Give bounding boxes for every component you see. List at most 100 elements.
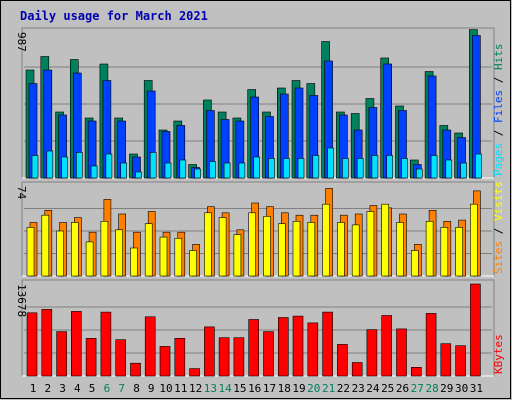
- bar-visits: [115, 229, 123, 277]
- bar-visits: [337, 222, 345, 277]
- x-tick-label: 6: [104, 382, 111, 395]
- bar-kbytes: [159, 346, 171, 377]
- bar-pages: [312, 155, 320, 179]
- bar-visits: [396, 222, 404, 277]
- series-label-group: Pages / Files / Hits: [492, 44, 505, 177]
- panel-kbytes: 13678: [15, 279, 495, 377]
- bar-pages: [415, 168, 423, 179]
- bar-kbytes: [425, 313, 437, 377]
- bar-kbytes: [41, 309, 53, 377]
- bar-kbytes: [381, 315, 393, 377]
- bar-visits: [351, 224, 360, 277]
- bar-visits: [440, 227, 449, 277]
- x-tick-label: 21: [322, 382, 335, 395]
- bar-visits: [218, 217, 227, 277]
- bar-pages: [386, 155, 394, 179]
- panel-visits-sites: 74: [15, 181, 495, 277]
- series-label-visits: Visits: [492, 181, 505, 221]
- bar-visits: [144, 223, 153, 277]
- x-tick-label: 15: [233, 382, 246, 395]
- bar-pages: [297, 158, 305, 179]
- bar-pages: [90, 165, 98, 179]
- x-tick-label: 3: [59, 382, 66, 395]
- bar-visits: [159, 236, 168, 277]
- bar-kbytes: [56, 331, 67, 377]
- chart-title: Daily usage for March 2021: [20, 9, 208, 23]
- bar-kbytes: [337, 344, 348, 377]
- series-label-files: Files: [492, 90, 505, 123]
- x-tick-label: 8: [133, 382, 140, 395]
- bar-kbytes: [189, 368, 200, 377]
- x-tick-label: 26: [396, 382, 409, 395]
- x-tick-label: 19: [292, 382, 305, 395]
- x-axis-labels: 1 2 3 4 5 6 7 8 9 10 11 12 13 14 15 16 17 18 19 20 21 22 23 24 2…: [30, 382, 483, 395]
- series-label-group: KBytes: [492, 334, 505, 374]
- x-tick-label: 31: [470, 382, 483, 395]
- series-label-sites: Sites: [492, 241, 505, 274]
- bar-visits: [85, 241, 94, 277]
- bar-kbytes: [292, 315, 304, 377]
- bar-kbytes: [351, 362, 363, 377]
- bar-kbytes: [130, 362, 141, 377]
- bar-pages: [120, 162, 127, 179]
- bar-pages: [223, 162, 231, 179]
- series-label-hits: Hits: [492, 44, 505, 71]
- bar-visits: [100, 221, 109, 277]
- bar-pages: [253, 156, 260, 179]
- bar-kbytes: [440, 343, 452, 377]
- x-tick-label: 1: [30, 382, 37, 395]
- series-side-labels: Pages / Files / Hits Sites / Visits KBytes: [492, 44, 505, 375]
- x-tick-label: 7: [118, 382, 125, 395]
- y-max-label: 987: [15, 32, 28, 52]
- bar-kbytes: [85, 337, 97, 377]
- bar-visits: [204, 212, 212, 277]
- bar-visits: [41, 214, 50, 277]
- bar-kbytes: [322, 311, 333, 377]
- x-tick-label: 17: [263, 382, 276, 395]
- y-max-label: 13678: [15, 284, 28, 317]
- bar-visits: [189, 250, 197, 277]
- x-tick-label: 28: [425, 382, 438, 395]
- bar-pages: [31, 155, 39, 179]
- bar-visits: [263, 216, 271, 277]
- bar-pages: [268, 158, 275, 179]
- bar-kbytes: [233, 337, 245, 377]
- bar-kbytes: [455, 345, 466, 377]
- bar-kbytes: [410, 366, 422, 377]
- x-tick-label: 22: [337, 382, 350, 395]
- x-tick-label: 2: [44, 382, 51, 395]
- panel-hits-files-pages: 987: [15, 27, 495, 179]
- x-tick-label: 4: [74, 382, 81, 395]
- bar-kbytes: [204, 326, 215, 377]
- x-tick-label: 16: [248, 382, 261, 395]
- bar-visits: [233, 234, 242, 277]
- bar-kbytes: [396, 328, 407, 377]
- x-tick-label: 30: [455, 382, 468, 395]
- bar-pages: [238, 162, 246, 179]
- x-tick-label: 29: [440, 382, 453, 395]
- x-tick-label: 23: [352, 382, 365, 395]
- bar-kbytes: [248, 319, 259, 377]
- bar-pages: [327, 147, 334, 179]
- bar-pages: [194, 168, 201, 179]
- bar-kbytes: [263, 331, 274, 377]
- bar-visits: [26, 227, 35, 277]
- bar-pages: [460, 162, 467, 179]
- bar-pages: [149, 152, 157, 179]
- bar-kbytes: [26, 312, 38, 377]
- bar-kbytes: [100, 311, 112, 377]
- bar-pages: [356, 158, 364, 179]
- bar-pages: [342, 158, 349, 179]
- x-tick-label: 20: [307, 382, 320, 395]
- bar-kbytes: [277, 317, 289, 377]
- bar-kbytes: [366, 329, 378, 377]
- series-label-group: Sites / Visits: [492, 181, 505, 274]
- bar-kbytes: [470, 283, 481, 377]
- bar-pages: [371, 155, 379, 179]
- bar-pages: [209, 161, 216, 179]
- series-separator: /: [492, 70, 505, 90]
- series-label-kbytes: KBytes: [492, 334, 505, 374]
- bar-visits: [307, 222, 316, 277]
- bar-visits: [56, 230, 64, 277]
